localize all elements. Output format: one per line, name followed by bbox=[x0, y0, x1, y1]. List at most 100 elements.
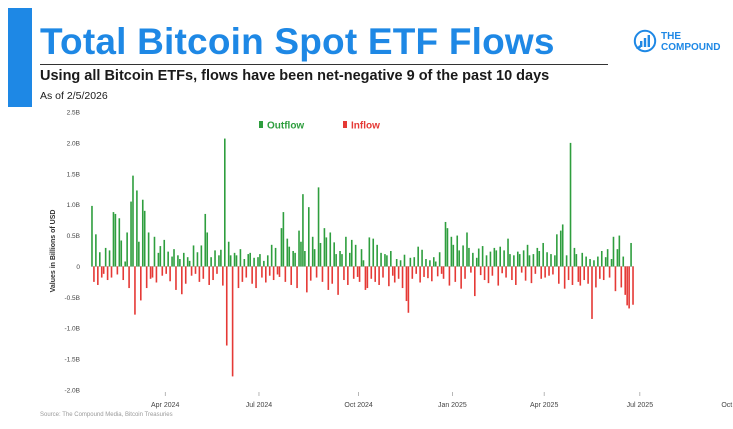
flow-bar bbox=[184, 266, 187, 284]
flow-bar bbox=[149, 266, 152, 279]
flow-bar bbox=[194, 266, 197, 274]
flow-bar bbox=[499, 246, 501, 267]
flow-bar bbox=[171, 256, 173, 267]
flow-bar bbox=[546, 252, 548, 267]
flow-bar bbox=[515, 266, 517, 285]
flow-bar bbox=[120, 240, 123, 267]
compound-logo-icon bbox=[633, 29, 657, 53]
flow-bar bbox=[536, 247, 539, 267]
flow-bar bbox=[565, 255, 568, 267]
flow-bar bbox=[401, 266, 404, 289]
flow-bar bbox=[143, 210, 146, 267]
flow-bar bbox=[104, 247, 107, 267]
flow-bar bbox=[393, 266, 396, 283]
flow-bar bbox=[554, 255, 556, 267]
flow-bar bbox=[438, 252, 441, 267]
flow-bar bbox=[349, 252, 351, 267]
y-tick-label: 2.0B bbox=[67, 140, 80, 147]
flow-bar bbox=[151, 266, 154, 278]
flow-bar bbox=[253, 257, 255, 267]
flow-bar bbox=[325, 237, 328, 267]
y-tick-label: 0 bbox=[76, 264, 80, 271]
logo-wordmark: THE COMPOUND bbox=[661, 31, 720, 53]
flow-bar bbox=[218, 255, 220, 267]
flow-bar bbox=[470, 266, 472, 273]
flow-bar bbox=[108, 250, 111, 267]
flow-bar bbox=[159, 246, 162, 267]
flow-bar bbox=[376, 244, 378, 267]
flow-bar bbox=[110, 266, 113, 278]
flow-bar bbox=[294, 252, 296, 267]
bar-series bbox=[91, 138, 634, 377]
logo-line-2: COMPOUND bbox=[661, 42, 721, 53]
flow-bar bbox=[214, 250, 216, 267]
flow-bar bbox=[421, 249, 423, 267]
flow-bar bbox=[249, 252, 251, 267]
flow-bar bbox=[145, 266, 148, 289]
flow-bar bbox=[97, 266, 99, 285]
flow-bar bbox=[542, 242, 544, 267]
flow-bar bbox=[604, 257, 607, 267]
x-tick-label: Apr 2024 bbox=[151, 402, 180, 409]
flow-bar bbox=[241, 266, 244, 282]
flow-bar bbox=[585, 256, 587, 267]
flow-bar bbox=[345, 236, 347, 267]
flow-bar bbox=[227, 241, 230, 267]
flow-bar bbox=[538, 251, 541, 267]
flow-bar bbox=[552, 266, 554, 275]
flow-bar bbox=[243, 259, 246, 267]
flow-bar bbox=[382, 266, 384, 278]
flow-bar bbox=[573, 247, 576, 267]
flow-bar bbox=[212, 266, 214, 281]
flow-bar bbox=[411, 266, 414, 279]
flow-bar bbox=[288, 246, 291, 267]
y-tick-label: -1.5B bbox=[64, 357, 80, 364]
flow-bar bbox=[481, 246, 484, 267]
flow-bar bbox=[220, 249, 222, 267]
flow-bar bbox=[274, 247, 277, 267]
flow-bar bbox=[528, 255, 531, 267]
flow-bar bbox=[497, 266, 500, 286]
chart-subtitle: Using all Bitcoin ETFs, flows have been … bbox=[40, 68, 550, 84]
x-tick-label: Oct 2024 bbox=[344, 402, 373, 409]
y-tick-label: 1.0B bbox=[67, 202, 80, 209]
flow-bar bbox=[491, 266, 494, 276]
flow-bar bbox=[454, 266, 457, 282]
flow-bar bbox=[284, 266, 287, 282]
flow-bar bbox=[503, 250, 505, 267]
x-tick-label: Jan 2025 bbox=[438, 402, 467, 409]
flow-bar bbox=[599, 266, 601, 279]
flow-bar bbox=[282, 212, 285, 267]
flow-bar bbox=[374, 266, 376, 282]
flow-bar bbox=[581, 252, 584, 267]
flow-bar bbox=[93, 266, 95, 282]
flow-bar bbox=[593, 260, 595, 267]
flow-bar bbox=[134, 266, 136, 315]
flow-bar bbox=[169, 266, 171, 282]
flow-bar bbox=[569, 142, 572, 267]
flow-bar bbox=[456, 235, 459, 267]
flow-bar bbox=[339, 251, 341, 267]
flow-bar bbox=[487, 266, 490, 284]
flow-bar bbox=[222, 266, 224, 286]
flow-bar bbox=[458, 250, 460, 267]
flow-bar bbox=[628, 266, 630, 309]
flow-bar bbox=[409, 257, 412, 267]
flow-bar bbox=[370, 266, 373, 279]
flow-bar bbox=[300, 241, 302, 267]
flow-bar bbox=[360, 249, 363, 267]
flow-bar bbox=[224, 138, 226, 267]
flow-bar bbox=[429, 260, 431, 267]
flow-bar bbox=[112, 212, 115, 267]
flow-bar bbox=[386, 255, 388, 267]
flow-bar bbox=[620, 266, 623, 288]
flow-bar bbox=[317, 187, 320, 267]
flow-bar bbox=[102, 266, 105, 274]
flow-bar bbox=[630, 242, 632, 267]
flow-bar bbox=[479, 266, 482, 276]
flow-bar bbox=[208, 266, 210, 285]
flow-bar bbox=[575, 254, 578, 267]
flow-bar bbox=[91, 205, 93, 267]
flow-bar bbox=[405, 266, 408, 302]
